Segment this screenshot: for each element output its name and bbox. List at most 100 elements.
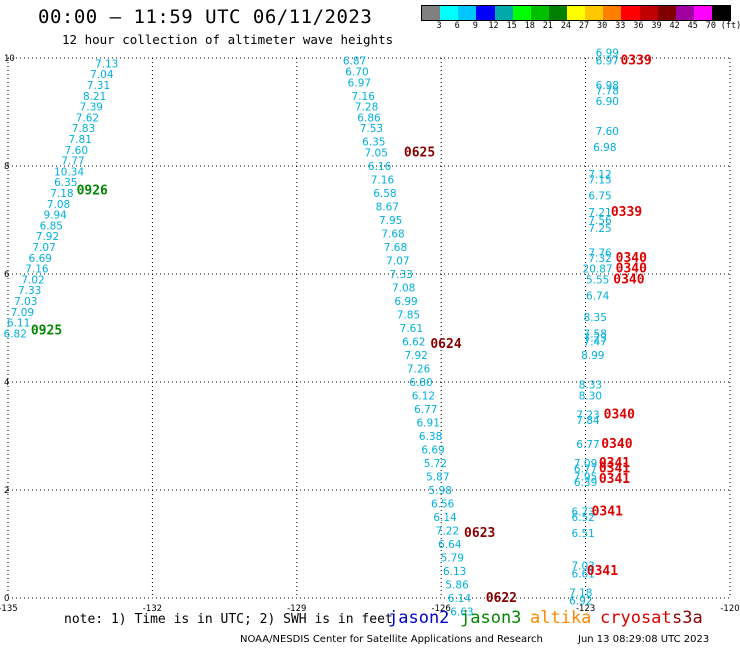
pass-time-label: 0623 [464, 526, 495, 541]
timestamp-footer: Jun 13 08:29:08 UTC 2023 [578, 634, 710, 645]
color-scale-swatch [567, 6, 586, 20]
wave-height-value: 6.39 [574, 477, 597, 489]
legend-jason2: jason2 [388, 608, 450, 628]
wave-height-value: 6.61 [571, 569, 594, 581]
wave-height-value: 7.68 [384, 242, 407, 254]
wave-height-value: 6.52 [571, 512, 594, 524]
pass-time-label: 0341 [599, 456, 630, 471]
wave-height-value: 7.07 [32, 242, 55, 254]
x-tick-label: -132 [143, 604, 162, 614]
wave-height-value: 6.75 [588, 191, 611, 203]
legend-s3a: s3a [672, 608, 703, 628]
wave-height-value: 6.35 [362, 137, 385, 149]
color-scale-label: 18 [524, 21, 535, 31]
wave-height-value: 6.51 [571, 528, 594, 540]
wave-height-value: 6.35 [54, 177, 77, 189]
color-scale-label: 39 [651, 21, 662, 31]
color-scale-swatch [530, 6, 549, 20]
wave-height-value: 6.14 [448, 593, 472, 605]
color-scale-swatch [712, 6, 731, 20]
color-scale-swatch [512, 6, 531, 20]
wave-height-value: 6.90 [596, 96, 619, 108]
wave-height-value: 7.78 [596, 85, 619, 97]
wave-height-value: 6.85 [40, 220, 63, 232]
wave-height-value: 8.99 [581, 350, 604, 362]
wave-height-value: 7.62 [76, 112, 99, 124]
color-scale-label: 3 [436, 21, 442, 31]
y-tick-label: 6 [4, 270, 9, 280]
wave-height-value: 7.92 [36, 231, 59, 243]
wave-height-value: 6.77 [414, 404, 437, 416]
wave-height-value: 7.84 [576, 415, 600, 427]
pass-time-label: 0625 [404, 146, 435, 161]
wave-height-value: 7.09 [574, 458, 597, 470]
color-scale-swatch [603, 6, 622, 20]
wave-height-value: 7.26 [407, 364, 431, 376]
color-scale-swatch [621, 6, 640, 20]
wave-height-value: 5.55 [586, 274, 609, 286]
pass-time-label: 0926 [77, 183, 108, 198]
wave-height-value: 7.77 [61, 156, 84, 168]
x-tick-label: -129 [287, 604, 306, 614]
color-scale-label: 30 [597, 21, 608, 31]
wave-height-value: 7.61 [400, 323, 423, 335]
color-scale-swatch [440, 6, 459, 20]
wave-height-value: 6.62 [402, 337, 425, 349]
chart-subtitle: 12 hour collection of altimeter wave hei… [62, 32, 394, 47]
wave-height-value: 7.18 [569, 588, 592, 600]
wave-height-value: 8.35 [584, 312, 607, 324]
pass-time-label: 0339 [611, 205, 642, 220]
wave-height-value: 7.23 [584, 333, 607, 345]
color-scale-swatch [675, 6, 694, 20]
wave-height-value: 6.73 [571, 507, 594, 519]
color-scale-swatch [548, 6, 567, 20]
pass-time-label: 0624 [430, 337, 461, 352]
legend-cryosat: cryosat [600, 608, 672, 628]
pass-time-label: 0340 [613, 272, 644, 287]
wave-height-value: 6.13 [443, 566, 466, 578]
pass-time-label: 0925 [31, 324, 62, 339]
wave-height-value: 7.22 [436, 526, 459, 538]
wave-height-value: 7.83 [72, 123, 95, 135]
color-scale-label: 12 [488, 21, 499, 31]
wave-height-value: 8.30 [579, 391, 602, 403]
wave-height-value: 6.64 [438, 539, 462, 551]
wave-height-value: 7.56 [588, 215, 612, 227]
color-scale-labels: 3 6 9 12 15 18 21 24 27 30 33 36 39 42 45 70 (ft) [421, 21, 740, 33]
wave-height-value: 7.03 [14, 296, 37, 308]
plot-marks: 7.137.047.318.217.397.627.837.817.607.77… [4, 48, 652, 619]
pass-time-label: 0340 [616, 262, 647, 277]
color-scale-swatch [458, 6, 477, 20]
x-tick-label: -135 [0, 604, 18, 614]
color-scale-label: 6 [454, 21, 460, 31]
wave-height-value: 7.31 [87, 80, 110, 92]
wave-height-value: 8.33 [579, 380, 602, 392]
color-scale-label: 42 [669, 21, 680, 31]
pass-time-label: 0341 [587, 564, 618, 579]
wave-height-value: 7.60 [596, 126, 619, 138]
wave-height-value: 6.99 [596, 48, 619, 60]
wave-height-value: 5.98 [429, 485, 452, 497]
wave-height-value: 7.23 [576, 409, 599, 421]
pass-time-label: 0341 [599, 472, 630, 487]
color-scale-label: 70 [705, 21, 716, 31]
wave-height-value: 7.02 [21, 274, 44, 286]
color-scale-swatch [657, 6, 676, 20]
wave-height-value: 7.58 [584, 328, 607, 340]
wave-height-value: 7.16 [25, 264, 49, 276]
wave-height-value: 7.92 [404, 350, 427, 362]
wave-height-value: 6.97 [348, 77, 371, 89]
wave-height-value: 5.72 [424, 458, 447, 470]
color-scale-label: 45 [687, 21, 698, 31]
wave-height-value: 6.86 [357, 112, 381, 124]
wave-height-value: 7.33 [390, 269, 413, 281]
color-scale-unit: (ft) [720, 21, 740, 31]
wave-height-value: 6.38 [419, 431, 442, 443]
wave-height-value: 7.60 [65, 145, 88, 157]
pass-time-label: 0340 [616, 251, 647, 266]
wave-height-value: 7.32 [588, 253, 611, 265]
pass-time-label: 0341 [592, 505, 623, 520]
y-tick-label: 4 [4, 378, 9, 388]
pass-time-label: 0622 [486, 591, 517, 606]
